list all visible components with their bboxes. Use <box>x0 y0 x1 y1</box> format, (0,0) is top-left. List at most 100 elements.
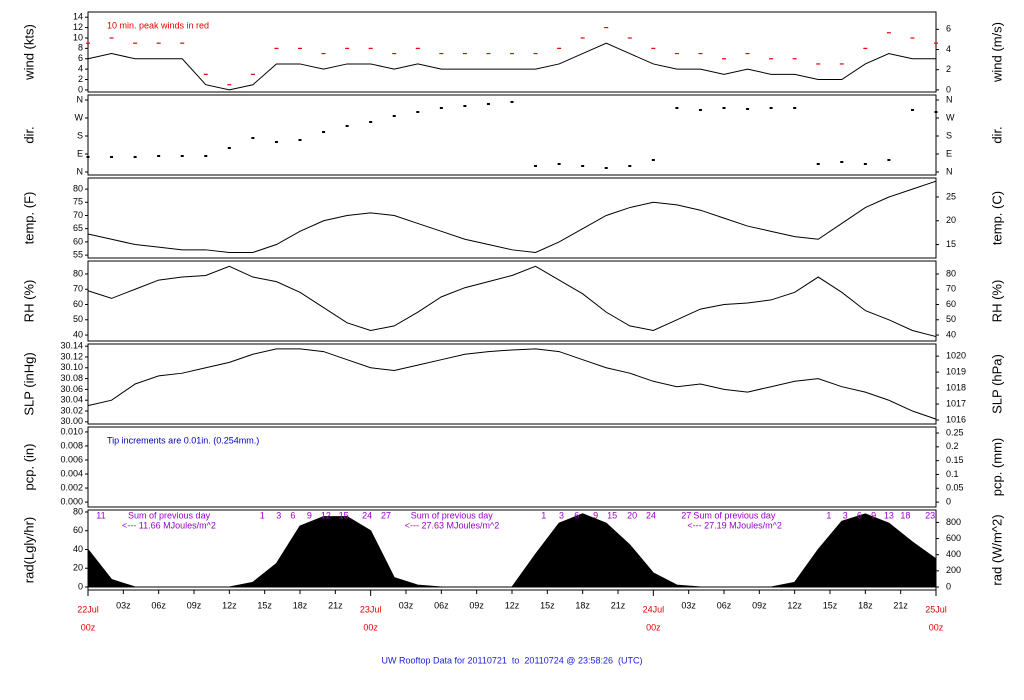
y2-tick-label: W <box>946 112 955 122</box>
y-tick-label: 0.008 <box>60 440 83 450</box>
y-tick-label: 2 <box>78 74 83 84</box>
y-tick-label: 75 <box>73 197 83 207</box>
series-line <box>87 348 937 420</box>
dir-point <box>769 107 773 109</box>
dir-point <box>251 137 255 139</box>
date-time-label: 00z <box>929 622 944 632</box>
dir-point <box>698 109 702 111</box>
y2-axis-label: wind (m/s) <box>989 22 1004 83</box>
y2-tick-label: 80 <box>946 268 956 278</box>
y-tick-label: 30.08 <box>60 373 83 383</box>
y2-tick-label: 50 <box>946 314 956 324</box>
hour-label: 3 <box>559 510 564 520</box>
y2-tick-label: 1019 <box>946 366 966 376</box>
y-tick-label: 30.04 <box>60 395 83 405</box>
y-axis-label: SLP (inHg) <box>21 352 36 415</box>
y2-tick-label: 0 <box>946 581 951 591</box>
y-tick-label: 30.12 <box>60 351 83 361</box>
dir-point <box>557 163 561 165</box>
hour-label: 13 <box>884 510 894 520</box>
x-tick-label: 06z <box>151 600 166 610</box>
panel-frame <box>87 11 937 93</box>
y2-tick-label: 25 <box>946 191 956 201</box>
dir-point <box>180 155 184 157</box>
date-time-label: 00z <box>363 622 378 632</box>
y-tick-label: 0 <box>78 84 83 94</box>
y2-tick-label: 0.25 <box>946 427 964 437</box>
dir-point <box>604 167 608 169</box>
y2-tick-label: 0.2 <box>946 441 959 451</box>
y2-tick-label: 1020 <box>946 351 966 361</box>
y-axis-label: wind (kts) <box>21 24 36 81</box>
dir-point <box>133 156 137 158</box>
y-tick-label: 14 <box>73 12 83 22</box>
y2-tick-label: 40 <box>946 329 956 339</box>
y2-tick-label: 600 <box>946 533 961 543</box>
hour-label: 9 <box>307 510 312 520</box>
y-tick-label: S <box>77 130 83 140</box>
hour-label: 15 <box>339 510 349 520</box>
y-tick-label: 4 <box>78 64 83 74</box>
y-tick-label: 0.010 <box>60 426 83 436</box>
day-sum-label: Sum of previous day <box>128 510 211 520</box>
hour-label: 20 <box>627 510 637 520</box>
y-tick-label: 70 <box>73 284 83 294</box>
y-tick-label: 12 <box>73 22 83 32</box>
dir-point <box>510 101 514 103</box>
series-line <box>87 265 937 338</box>
x-tick-label: 21z <box>611 600 626 610</box>
dir-point <box>534 165 538 167</box>
date-time-label: 00z <box>646 622 661 632</box>
day-sum-total: <--- 27.63 MJoules/m^2 <box>405 520 500 530</box>
x-tick-label: 21z <box>893 600 908 610</box>
dir-point <box>910 109 914 111</box>
dir-point <box>157 155 161 157</box>
y-tick-label: N <box>77 94 84 104</box>
y2-tick-label: 20 <box>946 215 956 225</box>
y-tick-label: 30.02 <box>60 405 83 415</box>
y-tick-label: E <box>77 148 83 158</box>
y2-tick-label: 400 <box>946 549 961 559</box>
y2-tick-label: N <box>946 94 953 104</box>
y-tick-label: N <box>77 166 84 176</box>
y-tick-label: 40 <box>73 329 83 339</box>
date-label: 25Jul <box>925 604 947 614</box>
day-sum-total: <--- 27.19 MJoules/m^2 <box>687 520 782 530</box>
x-tick-label: 15z <box>257 600 272 610</box>
hour-label: 12 <box>321 510 331 520</box>
x-tick-label: 12z <box>787 600 802 610</box>
y-tick-label: 55 <box>73 249 83 259</box>
date-label: 24Jul <box>643 604 665 614</box>
y2-tick-label: 6 <box>946 24 951 34</box>
hour-label: 3 <box>276 510 281 520</box>
y-tick-label: 0.004 <box>60 468 83 478</box>
y2-tick-label: N <box>946 166 953 176</box>
x-tick-label: 06z <box>717 600 732 610</box>
y2-tick-label: 0 <box>946 84 951 94</box>
x-tick-label: 18z <box>575 600 590 610</box>
panel-frame <box>87 343 937 425</box>
y2-axis-label: rad (W/m^2) <box>989 514 1004 585</box>
y-tick-label: 60 <box>73 236 83 246</box>
y-tick-label: 70 <box>73 210 83 220</box>
y2-tick-label: 2 <box>946 64 951 74</box>
y-tick-label: 80 <box>73 506 83 516</box>
y2-tick-label: 70 <box>946 284 956 294</box>
dir-point <box>322 131 326 133</box>
dir-point <box>863 163 867 165</box>
dir-point <box>204 155 208 157</box>
dir-point <box>298 139 302 141</box>
day-sum-label: Sum of previous day <box>411 510 494 520</box>
dir-point <box>110 156 114 158</box>
y-tick-label: W <box>75 112 84 122</box>
y-tick-label: 30.06 <box>60 384 83 394</box>
hour-label: 15 <box>607 510 617 520</box>
hour-label: 23 <box>925 510 935 520</box>
dir-point <box>463 105 467 107</box>
hour-label: 24 <box>362 510 372 520</box>
x-tick-label: 03z <box>116 600 131 610</box>
dir-point <box>486 103 490 105</box>
dir-point <box>369 121 373 123</box>
y-tick-label: 30.14 <box>60 341 83 351</box>
